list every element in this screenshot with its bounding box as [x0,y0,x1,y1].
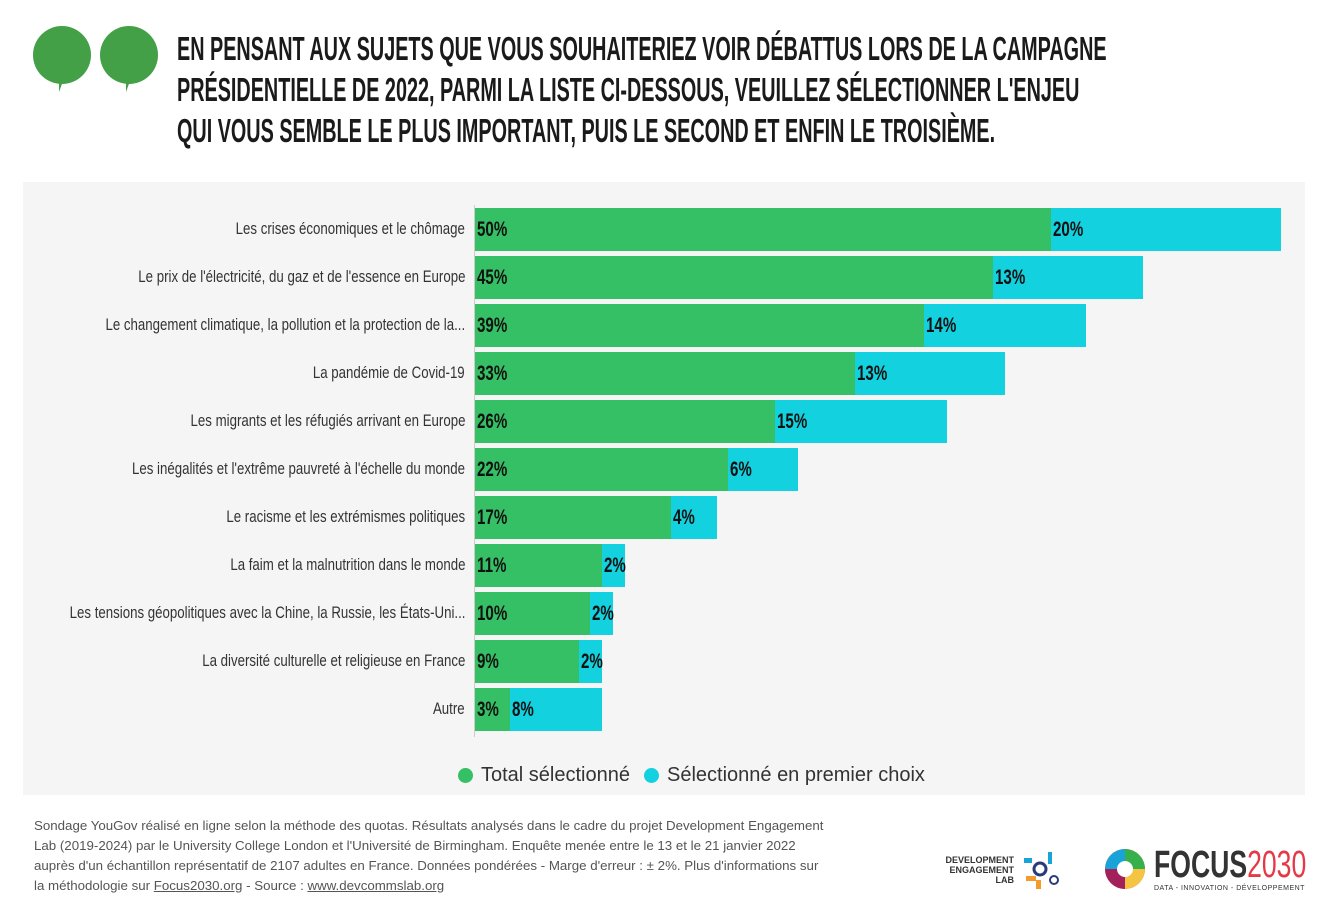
category-label: La faim et la malnutrition dans le monde [229,555,465,574]
bar-total [475,592,591,635]
bar-first-choice [993,256,1144,299]
data-label-total: 9% [477,650,499,673]
bar-first-choice [774,400,948,443]
legend: Total sélectionné Sélectionné en premier… [458,764,939,787]
category-label: Autre [433,699,465,718]
focus-aperture-icon [1105,849,1145,889]
category-label: Les tensions géopolitiques avec la Chine… [69,603,465,622]
bar-total [475,256,994,299]
title-line: QUI VOUS SEMBLE LE PLUS IMPORTANT, PUIS … [177,112,996,149]
focus2030-link[interactable]: Focus2030.org [153,878,243,893]
data-label-total: 39% [477,314,508,337]
quote-icon [33,26,91,92]
bar-total [475,208,1051,251]
bar-total [475,352,856,395]
bar-total [475,400,775,443]
title-line: PRÉSIDENTIELLE DE 2022, PARMI LA LISTE C… [177,71,1080,108]
bar-first-choice [590,592,614,635]
data-label-total: 45% [477,266,508,289]
del-wordmark: DEVELOPMENT ENGAGEMENT LAB [945,855,1014,885]
page-title: EN PENSANT AUX SUJETS QUE VOUS SOUHAITER… [177,28,1328,151]
bar-first-choice [670,496,717,539]
focus-wordmark: FOCUS2030 [1154,844,1307,886]
data-label-total: 10% [477,602,508,625]
data-label-first-choice: 4% [672,506,695,529]
bar-first-choice [728,448,798,491]
bar-total [475,688,510,731]
data-label-total: 11% [477,554,507,577]
legend-label-first: Sélectionné en premier choix [666,764,925,786]
bar-first-choice [578,640,602,683]
data-label-first-choice: 2% [603,554,626,577]
bar-first-choice [855,352,1005,395]
footnote-text: Sondage YouGov réalisé en ligne selon la… [34,818,824,893]
bar-first-choice [1051,208,1282,251]
legend-label-total: Total sélectionné [481,764,630,786]
bar-total [475,640,579,683]
data-label-total: 26% [477,410,508,433]
title-line: EN PENSANT AUX SUJETS QUE VOUS SOUHAITER… [177,30,1107,67]
data-label-total: 17% [477,506,508,529]
data-label-first-choice: 15% [776,410,807,433]
data-label-total: 33% [477,362,508,385]
data-label-first-choice: 2% [580,650,603,673]
footnote-source: - Source : [242,878,308,893]
devcommslab-link[interactable]: www.devcommslab.org [307,878,445,893]
data-label-first-choice: 20% [1053,218,1084,241]
category-label: Les migrants et les réfugiés arrivant en… [190,411,465,430]
data-label-first-choice: 2% [592,602,615,625]
bar-first-choice [509,688,602,731]
bar-total [475,304,925,347]
legend-marker-total [458,768,473,783]
quote-icon [100,26,158,92]
del-logo-mark [1024,852,1059,889]
category-label: La pandémie de Covid-19 [313,363,465,382]
bar-first-choice [924,304,1086,347]
y-axis-line [474,205,475,737]
data-label-total: 22% [477,458,508,481]
data-label-total: 50% [477,218,508,241]
data-label-first-choice: 14% [926,314,957,337]
data-label-first-choice: 13% [995,266,1026,289]
data-label-first-choice: 8% [511,698,534,721]
footnote: Sondage YouGov réalisé en ligne selon la… [34,816,824,896]
bar-total [475,496,671,539]
data-label-first-choice: 6% [730,458,753,481]
category-label: Le changement climatique, la pollution e… [105,315,465,334]
data-label-total: 3% [477,698,499,721]
bar-first-choice [601,544,625,587]
data-label-first-choice: 13% [857,362,888,385]
focus-tagline: DATA - INNOVATION - DÉVELOPPEMENT [1154,885,1305,892]
category-label: Le prix de l'électricité, du gaz et de l… [137,267,465,286]
category-label: La diversité culturelle et religieuse en… [201,651,465,670]
category-label: Les crises économiques et le chômage [235,219,465,238]
legend-marker-first [643,768,659,783]
category-label: Les inégalités et l'extrême pauvreté à l… [131,459,465,478]
bar-total [475,448,729,491]
bar-total [475,544,602,587]
category-label: Le racisme et les extrémismes politiques [226,507,465,526]
